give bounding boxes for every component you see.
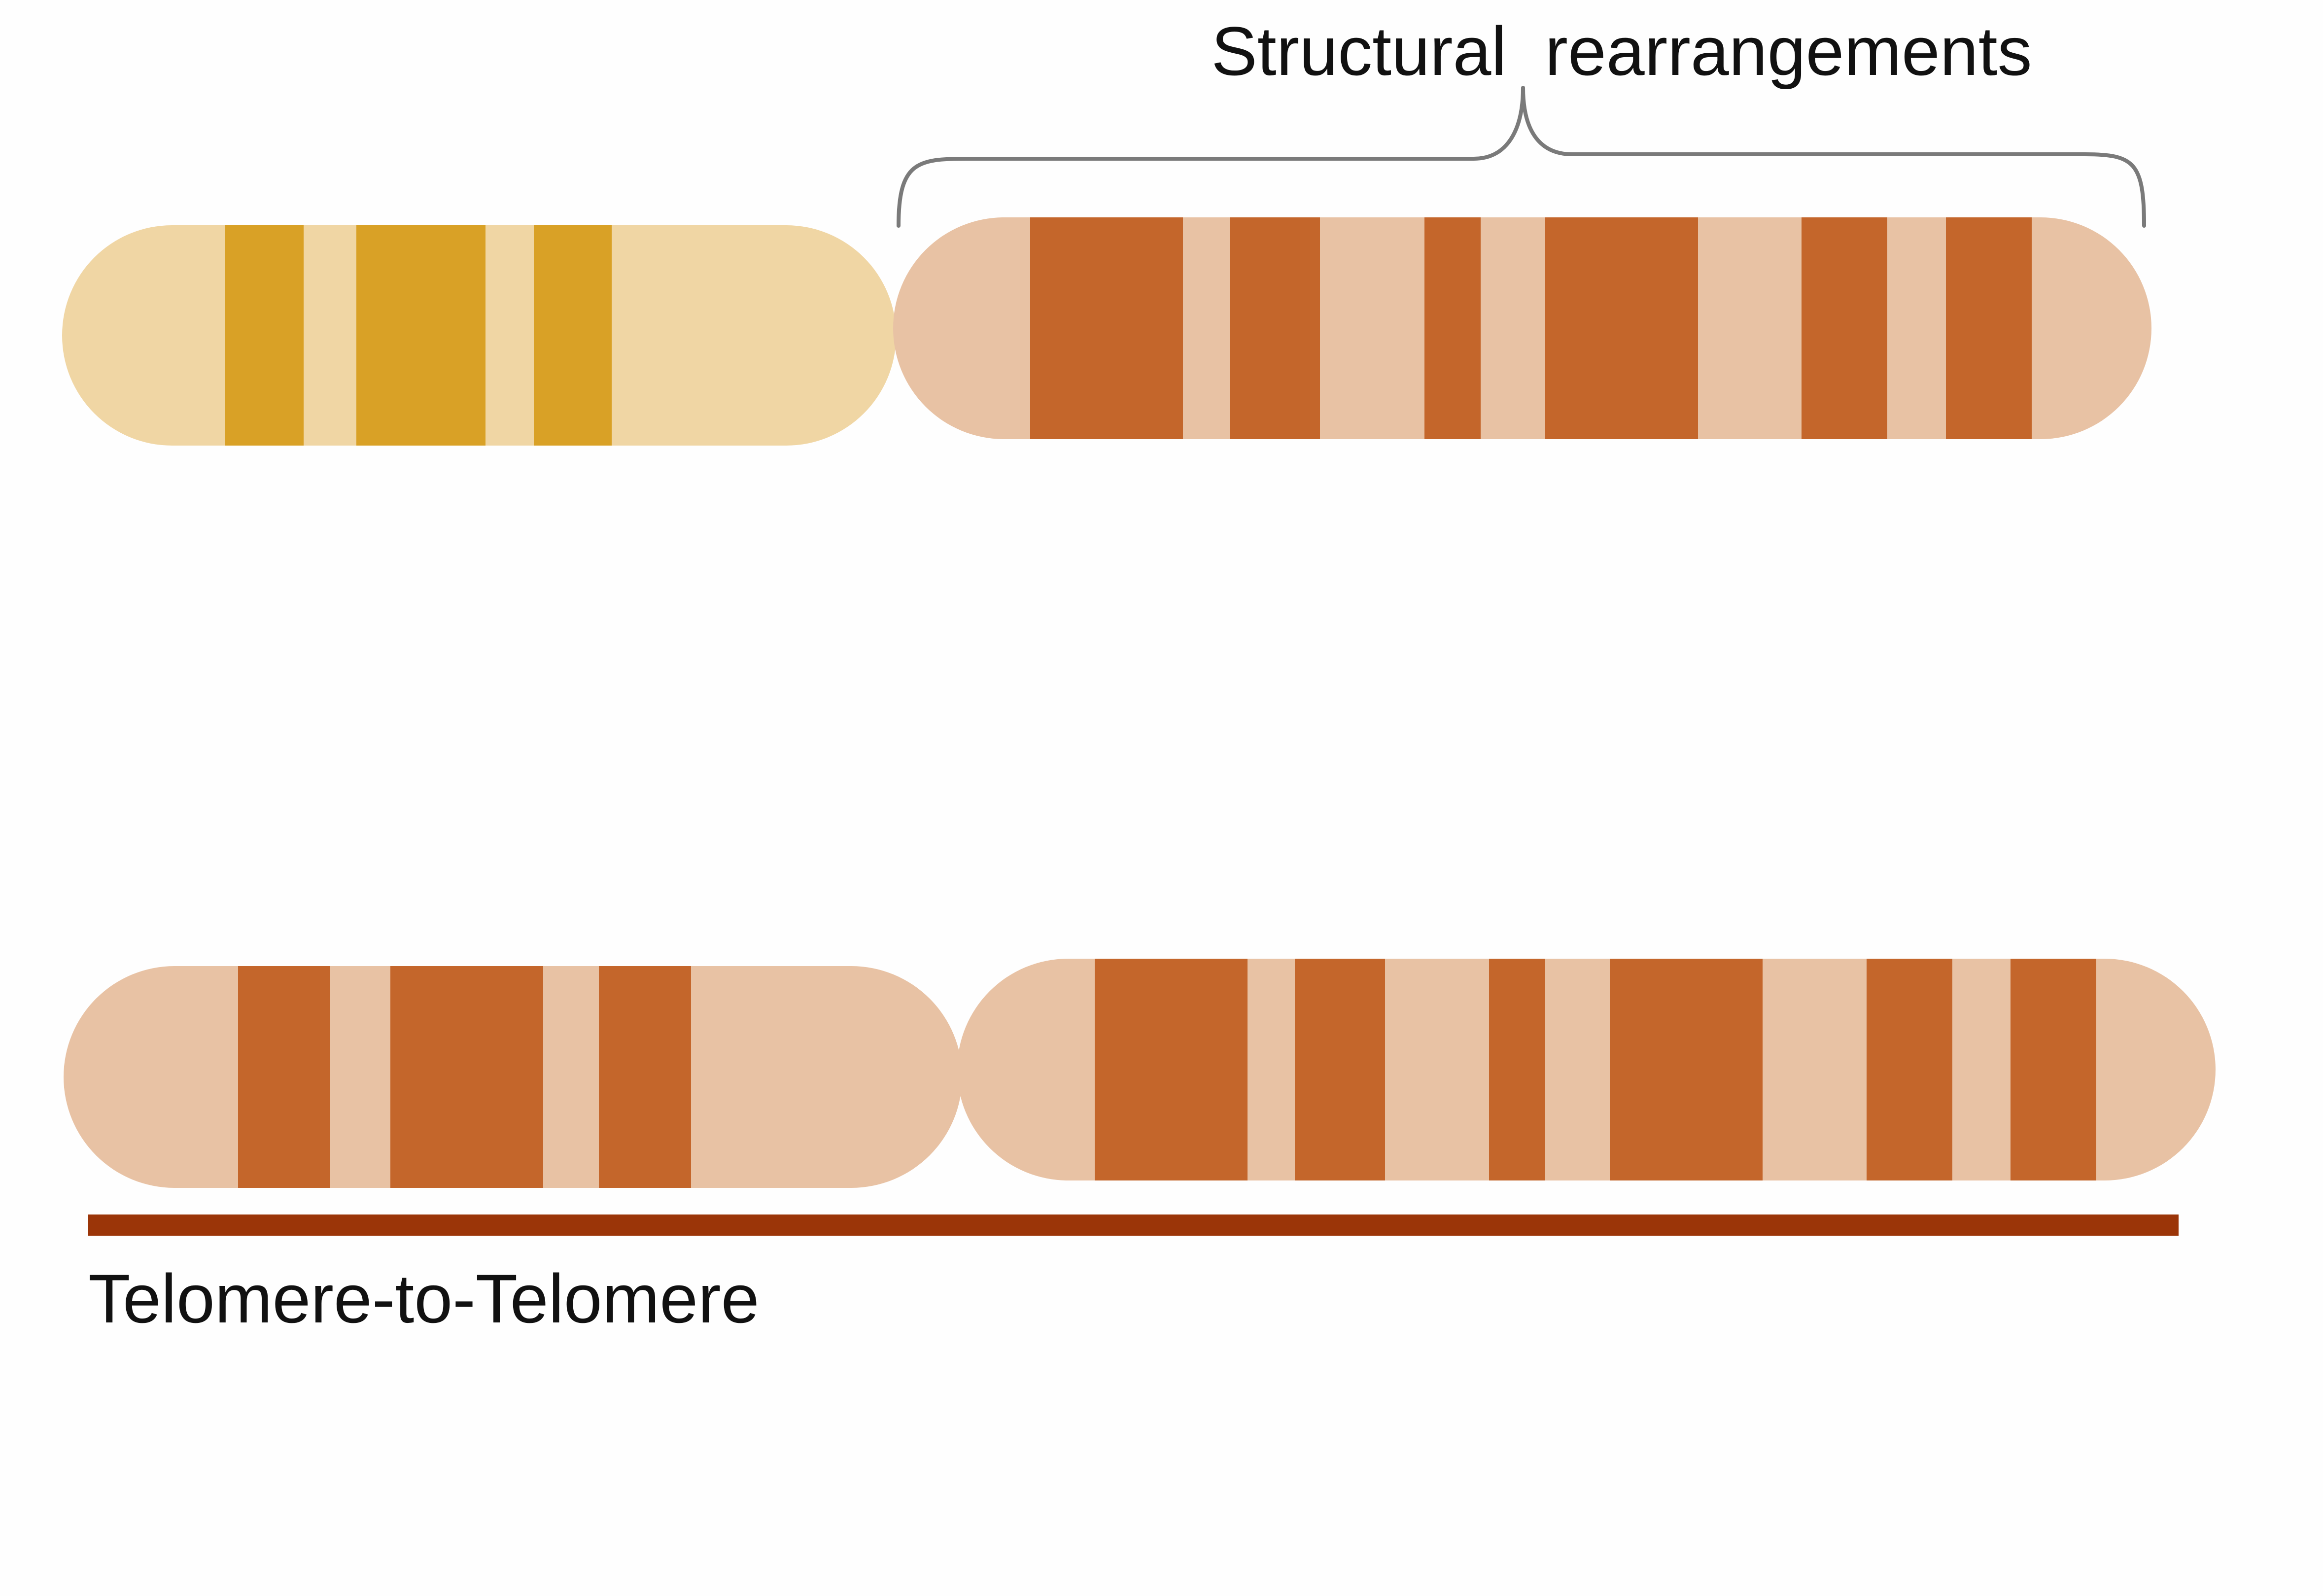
chromosome-band [1610, 959, 1763, 1180]
telomere-bar [88, 1214, 2179, 1236]
chromosome-band [2011, 959, 2096, 1180]
structural-rearrangements-label: Structural rearrangements [1211, 12, 2032, 90]
chromosome-band [599, 966, 691, 1188]
telomere-to-telomere-label: Telomere-to-Telomere [88, 1260, 760, 1337]
chromosome-band [534, 225, 612, 446]
chromosome-band [1545, 217, 1698, 439]
bottom-right-chromosome [957, 959, 2216, 1180]
chromosome-band [1095, 959, 1248, 1180]
chromosome-band [1030, 217, 1183, 439]
chromosome-band [1489, 959, 1545, 1180]
chromosome-band [356, 225, 485, 446]
chromosome-band [1867, 959, 1952, 1180]
chromosome-band [1946, 217, 2032, 439]
top-left-chromosome [62, 225, 896, 446]
chromosome-band [1424, 217, 1481, 439]
curly-brace [897, 86, 2146, 228]
chromosome-band [1230, 217, 1320, 439]
chromosome-band [390, 966, 543, 1188]
bottom-left-chromosome [64, 966, 962, 1188]
chromosome-band [225, 225, 304, 446]
chromosome-band [1802, 217, 1887, 439]
chromosome-band [238, 966, 330, 1188]
telomere-group: Telomere-to-Telomere [88, 1214, 2179, 1337]
chromosome-band [1295, 959, 1385, 1180]
heading-group: Structural rearrangements [897, 12, 2146, 228]
top-right-chromosome [893, 217, 2151, 439]
